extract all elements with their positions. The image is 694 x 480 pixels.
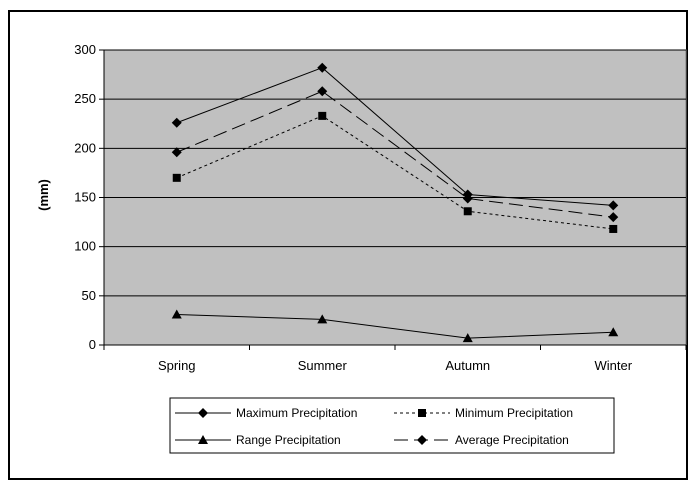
legend: Maximum Precipitation Minimum Precipitati… bbox=[169, 397, 615, 454]
y-tick-label: 150 bbox=[74, 190, 96, 205]
data-point bbox=[608, 200, 619, 211]
y-tick-label: 300 bbox=[74, 42, 96, 57]
y-tick-label: 200 bbox=[74, 140, 96, 155]
x-tick-label: Autumn bbox=[445, 358, 490, 373]
data-point bbox=[609, 224, 618, 233]
series-line bbox=[176, 115, 614, 230]
data-point bbox=[462, 333, 473, 343]
series-line bbox=[176, 314, 614, 339]
y-tick-label: 50 bbox=[82, 288, 96, 303]
gridlines bbox=[104, 49, 686, 297]
y-tick-label: 100 bbox=[74, 239, 96, 254]
series-layer bbox=[171, 62, 619, 343]
series-line bbox=[176, 90, 614, 218]
series-minimum-precipitation bbox=[172, 111, 618, 233]
data-point bbox=[462, 193, 473, 204]
legend-entry: Minimum Precipitation bbox=[394, 406, 573, 420]
x-tick-label: Spring bbox=[158, 358, 196, 373]
legend-marker bbox=[418, 409, 426, 417]
y-axis-label: (mm) bbox=[36, 179, 51, 211]
legend-label: Maximum Precipitation bbox=[236, 406, 357, 420]
y-tick-label: 0 bbox=[89, 337, 96, 352]
legend-label: Minimum Precipitation bbox=[455, 406, 573, 420]
x-tick-label: Summer bbox=[298, 358, 348, 373]
legend-label: Range Precipitation bbox=[236, 433, 341, 447]
data-point bbox=[172, 173, 181, 182]
legend-entry: Range Precipitation bbox=[175, 433, 341, 447]
legend-label: Average Precipitation bbox=[455, 433, 569, 447]
legend-box bbox=[169, 397, 615, 454]
precipitation-chart: 0 50 100 150 200 250 300 Spring Summer Autumn Wint… bbox=[36, 42, 687, 454]
y-tick-label: 250 bbox=[74, 91, 96, 106]
legend-entry: Maximum Precipitation bbox=[175, 406, 357, 420]
data-point bbox=[608, 212, 619, 223]
data-point bbox=[608, 327, 619, 337]
series-line bbox=[176, 67, 614, 206]
legend-marker bbox=[198, 408, 208, 418]
data-point bbox=[171, 309, 182, 319]
data-point bbox=[317, 314, 328, 324]
data-point bbox=[171, 147, 182, 158]
data-point bbox=[317, 86, 328, 97]
series-average-precipitation bbox=[171, 86, 619, 223]
data-point bbox=[317, 62, 328, 73]
x-tick-label: Winter bbox=[594, 358, 632, 373]
axes: 0 50 100 150 200 250 300 Spring Summer Autumn Wint… bbox=[74, 42, 687, 373]
legend-marker bbox=[417, 435, 427, 445]
data-point bbox=[171, 117, 182, 128]
legend-entry: Average Precipitation bbox=[394, 433, 569, 447]
data-point bbox=[463, 207, 472, 216]
data-point bbox=[318, 111, 327, 120]
legend-marker bbox=[198, 435, 208, 444]
series-range-precipitation bbox=[171, 309, 619, 343]
